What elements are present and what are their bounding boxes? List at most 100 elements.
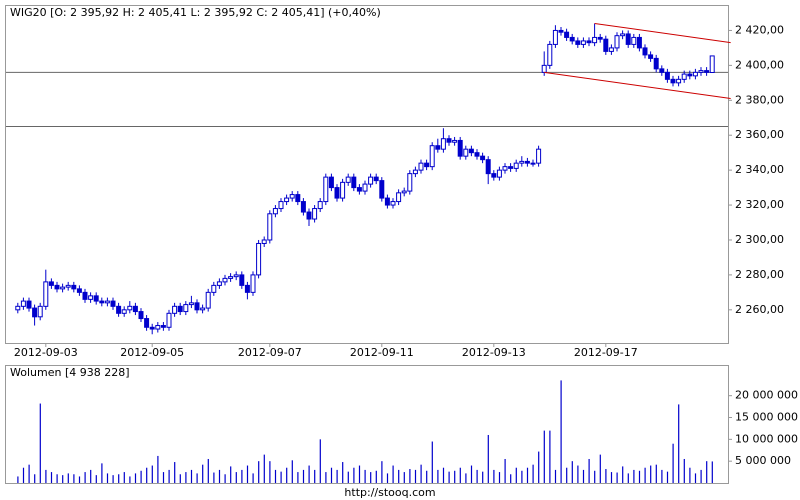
volume-bar xyxy=(403,472,405,483)
volume-bar xyxy=(302,469,305,483)
candle-body xyxy=(642,47,648,56)
x-tick-label: 2012-09-17 xyxy=(574,346,638,359)
candle-body xyxy=(575,40,581,45)
candle-body xyxy=(323,176,329,203)
volume-bar xyxy=(409,469,411,483)
volume-bar xyxy=(498,472,501,483)
candle-body xyxy=(457,139,463,157)
candle-body xyxy=(88,295,94,300)
candle-body xyxy=(222,277,228,283)
candle-body xyxy=(692,71,698,77)
volume-bar xyxy=(252,473,254,483)
volume-bar xyxy=(414,469,417,483)
volume-bar xyxy=(599,454,601,483)
candle-body xyxy=(435,145,441,150)
candle-body xyxy=(306,211,312,220)
candle-body xyxy=(552,29,558,45)
candle-body xyxy=(317,201,323,210)
candle-body xyxy=(132,305,138,313)
candle-body xyxy=(244,284,250,293)
volume-bar xyxy=(347,471,349,483)
candle-body xyxy=(452,139,458,143)
candle-body xyxy=(608,47,614,52)
candle-body xyxy=(26,300,32,309)
volume-bar xyxy=(263,454,265,483)
candle-body xyxy=(37,305,43,318)
candle-body xyxy=(60,286,66,290)
candle-body xyxy=(138,311,144,320)
candle-body xyxy=(373,176,379,182)
volume-bar xyxy=(67,473,69,483)
volume-bar xyxy=(196,473,198,483)
candle-body xyxy=(614,35,620,49)
candle-body xyxy=(547,43,553,66)
volume-bar xyxy=(34,474,36,483)
volume-bar xyxy=(207,458,209,483)
candle-body xyxy=(300,201,306,213)
volume-bar xyxy=(650,465,652,483)
volume-bar xyxy=(185,472,187,483)
candle-body xyxy=(474,152,480,157)
candle-body xyxy=(491,173,497,178)
candle-body xyxy=(586,40,592,44)
candle-body xyxy=(480,155,486,161)
volume-bar xyxy=(342,462,344,483)
volume-bar xyxy=(330,467,333,483)
volume-bar xyxy=(510,474,512,483)
volume-bar xyxy=(392,465,394,483)
candle-body xyxy=(592,36,598,44)
volume-bar xyxy=(286,467,288,483)
volume-bar xyxy=(381,461,383,483)
candle-body xyxy=(110,300,116,307)
volume-bar xyxy=(230,466,232,483)
candle-body xyxy=(468,148,474,154)
volume-bar xyxy=(504,458,506,483)
volume-bar xyxy=(678,404,680,483)
candle-body xyxy=(597,36,603,40)
volume-bar xyxy=(431,441,433,483)
volume-bar xyxy=(543,430,545,483)
candle-body xyxy=(71,284,77,290)
y-tick-label: 20 000 000 xyxy=(735,389,798,402)
volume-bar xyxy=(358,465,361,483)
volume-bar xyxy=(448,471,450,483)
y-tick-label: 2 260,00 xyxy=(735,303,784,316)
candle-body xyxy=(463,148,469,157)
candle-body xyxy=(54,284,60,290)
candle-body xyxy=(418,162,424,171)
candle-body xyxy=(194,302,200,311)
candle-body xyxy=(603,38,609,52)
volume-bar xyxy=(162,472,165,483)
candle-body xyxy=(32,307,38,318)
volume-bar xyxy=(319,439,321,483)
candle-body xyxy=(362,183,368,192)
candle-body xyxy=(407,173,413,192)
volume-bar xyxy=(661,469,663,483)
volume-bar xyxy=(269,461,271,483)
volume-bar xyxy=(140,470,142,483)
volume-bar xyxy=(571,461,573,483)
volume-bar xyxy=(633,469,635,483)
candle-body xyxy=(356,187,362,192)
candle-body xyxy=(496,169,502,178)
candle-body xyxy=(670,78,676,84)
volume-bar xyxy=(39,403,41,483)
candle-body xyxy=(48,281,54,286)
candle-body xyxy=(99,300,105,304)
candle-body xyxy=(172,305,178,314)
candle-body xyxy=(183,304,189,313)
volume-bar xyxy=(17,476,19,483)
volume-bar xyxy=(106,473,109,483)
candle-body xyxy=(513,162,519,169)
volume-bar xyxy=(241,469,243,483)
volume-bar xyxy=(706,461,708,483)
volume-bar xyxy=(386,473,389,483)
volume-bar xyxy=(672,443,674,483)
candle-body xyxy=(446,138,452,143)
candle-body xyxy=(569,36,575,42)
candle-body xyxy=(659,68,665,73)
candle-body xyxy=(485,159,491,175)
candle-body xyxy=(519,160,525,164)
volume-bar xyxy=(470,465,473,483)
volume-bar xyxy=(129,476,131,483)
